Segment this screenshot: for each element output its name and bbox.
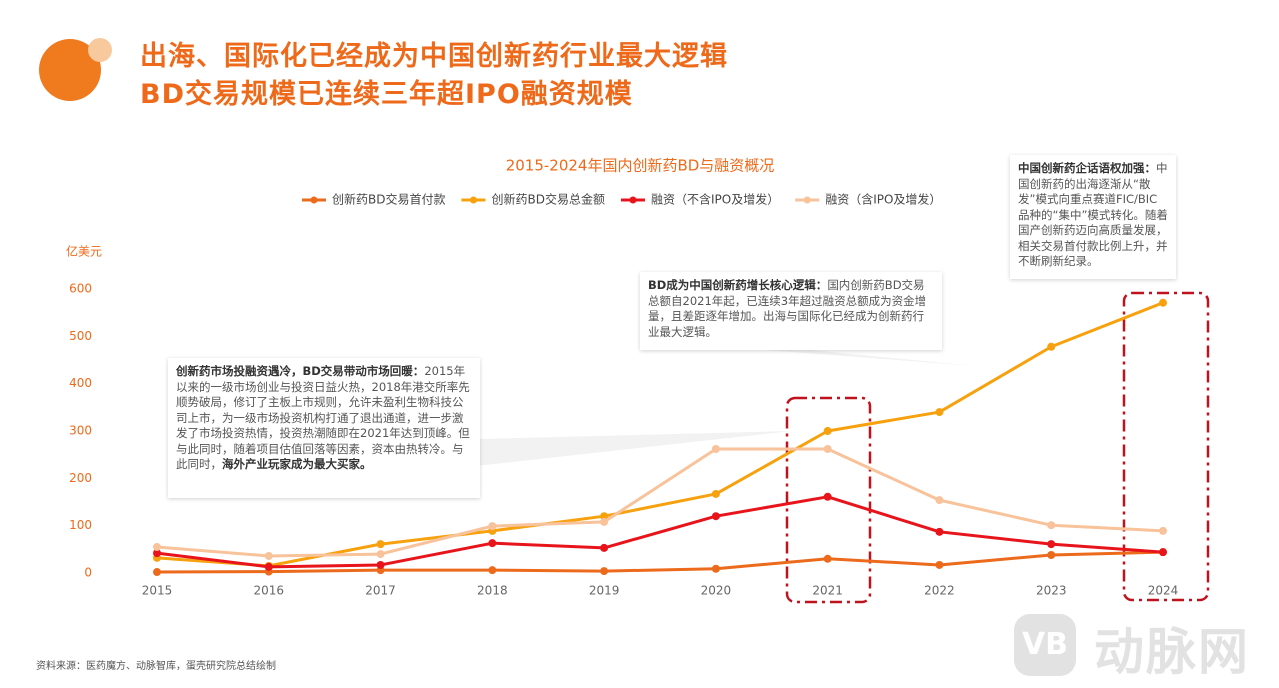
data-point [376,550,385,559]
data-point [1047,551,1056,560]
data-point [376,540,385,549]
series-line [156,447,1164,558]
callout-pointer [700,345,975,366]
annotation: 中国创新药企话语权加强：中国创新药的出海逐渐从“散发”模式向重点赛道FIC/BI… [1010,155,1176,279]
data-point [1159,548,1167,557]
legend-label: 创新药BD交易首付款 [332,192,445,207]
legend-marker [469,196,477,204]
series-line [156,550,1164,574]
chart-title: 2015-2024年国内创新药BD与融资概况 [506,157,775,175]
annotation-body: 国内创新药BD交易总额自2021年起，已连续3年超过融资总额成为资金增量，且差距… [648,278,927,339]
data-point [823,427,832,435]
annotation-head: 创新药市场投融资遇冷，BD交易带动市场回暖： [176,364,425,378]
plot: 0 100 200 300 400 500 600 2015 2016 2017 2018 2019 2… [69,192,1178,598]
legend-marker [629,196,637,204]
y-tick-label: 400 [69,376,92,390]
y-tick-label: 200 [69,471,92,485]
data-point [264,562,273,571]
annotation: 创新药市场投融资遇冷，BD交易带动市场回暖：2015年以来的一级市场创业与投资日… [168,358,480,498]
watermark-logo: VB [1014,614,1076,676]
annotation-head: 中国创新药企话语权加强： [1018,161,1156,175]
data-point [935,560,944,569]
data-point [488,522,497,531]
data-point [1159,526,1167,535]
legend-marker [803,196,811,204]
data-point [823,444,832,453]
data-point [1047,540,1056,549]
data-point [600,517,609,526]
data-point [711,564,720,573]
data-point [1047,342,1056,351]
data-point [935,496,944,505]
y-tick-label: 0 [84,566,92,580]
data-point [376,560,385,569]
data-point [935,408,944,417]
data-point [1047,521,1056,530]
data-point [153,542,161,551]
x-tick-label: 2023 [1036,584,1067,598]
y-tick-label: 300 [69,424,92,438]
x-tick-label: 2024 [1148,584,1179,598]
data-point [711,444,720,453]
annotation-body: 中国创新药的出海逐渐从“散发”模式向重点赛道FIC/BIC品种的“集中”模式转化… [1018,161,1168,268]
data-point [600,512,609,521]
data-point [711,489,720,498]
data-point [600,543,609,552]
legend-marker [310,196,318,204]
data-point [823,554,832,563]
data-point [711,512,720,521]
highlight-box [785,396,872,604]
data-point [488,539,497,548]
headline: BD交易规模已连续三年超IPO融资规模 [140,79,633,110]
data-point [264,551,273,560]
annotation-head: BD成为中国创新药增长核心逻辑： [648,278,828,292]
annotation: BD成为中国创新药增长核心逻辑：国内创新药BD交易总额自2021年起，已连续3年… [640,272,942,350]
y-tick-label: 500 [69,329,92,343]
series-line [156,495,1164,569]
legend-label: 创新药BD交易总金额 [491,192,604,207]
highlight-box [1122,291,1210,602]
y-tick-label: 100 [69,518,92,532]
callout-pointer [440,431,792,470]
x-tick-label: 2015 [142,584,173,598]
y-tick-label: 600 [69,282,92,296]
annotation-tail: 海外产业玩家成为最大买家。 [222,457,372,471]
x-tick-label: 2020 [701,584,732,598]
x-tick-label: 2019 [589,584,620,598]
data-point [1159,298,1167,307]
x-tick-label: 2018 [477,584,508,598]
watermark: 动脉网 [1094,623,1250,681]
data-point [823,492,832,501]
data-point [935,527,944,536]
x-tick-label: 2017 [365,584,396,598]
data-point [153,549,161,558]
data-point [153,568,161,577]
headline: 出海、国际化已经成为中国创新药行业最大逻辑 [140,41,728,72]
logo-circle [39,39,101,101]
x-tick-label: 2021 [812,584,843,598]
data-point [488,566,497,575]
x-tick-label: 2016 [254,584,285,598]
legend-label: 融资（不含IPO及增发） [651,192,779,207]
y-axis-label: 亿美元 [66,244,102,259]
data-point [600,567,609,576]
logo-dot [88,38,112,62]
legend-label: 融资（含IPO及增发） [825,192,941,207]
annotation-body: 2015年以来的一级市场创业与投资日益火热，2018年港交所率先顺势破局，修订了… [176,364,470,471]
source: 资料来源：医药魔方、动脉智库，蛋壳研究院总结绘制 [36,661,276,672]
x-tick-label: 2022 [924,584,955,598]
